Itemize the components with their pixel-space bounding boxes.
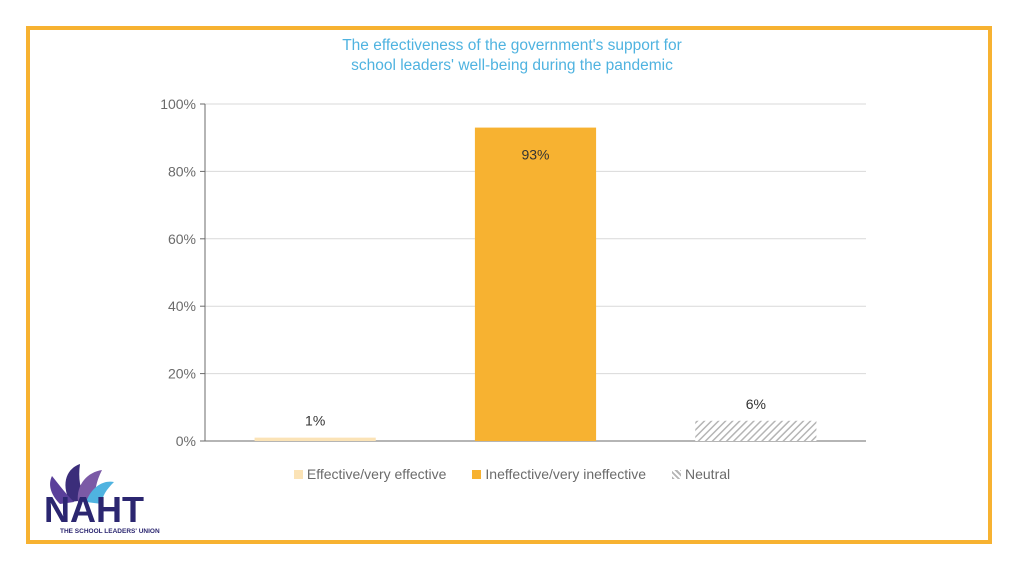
y-tick-label: 60% — [168, 231, 196, 247]
legend-item-neutral: Neutral — [672, 466, 730, 482]
legend-item-ineffective: Ineffective/very ineffective — [472, 466, 646, 482]
bar-ineffective — [474, 127, 597, 441]
y-tick-label: 80% — [168, 163, 196, 179]
data-labels: 1% 93% 6% — [305, 147, 766, 429]
logo-tagline: THE SCHOOL LEADERS' UNION — [60, 528, 160, 535]
legend-label-neutral: Neutral — [685, 466, 731, 482]
chart-title-line-1: The effectiveness of the government's su… — [342, 37, 682, 54]
legend: Effective/very effective Ineffective/ver… — [0, 466, 1024, 482]
legend-swatch-ineffective — [472, 469, 482, 479]
chart-title: The effectiveness of the government's su… — [0, 36, 1024, 76]
legend-swatch-effective — [293, 469, 303, 479]
data-label: 1% — [305, 413, 325, 429]
naht-logo: NAHT THE SCHOOL LEADERS' UNION — [44, 464, 160, 535]
logo-wordmark: NAHT — [44, 489, 144, 530]
legend-label-ineffective: Ineffective/very ineffective — [485, 466, 646, 482]
y-tick-label: 40% — [168, 298, 196, 314]
legend-swatch-neutral — [672, 469, 681, 479]
y-axis: 0% 20% 40% 60% 80% 100% — [160, 96, 206, 449]
logo-petals-icon — [50, 464, 114, 504]
data-label: 6% — [746, 396, 766, 412]
legend-label-effective: Effective/very effective — [306, 466, 447, 482]
y-tick-label: 20% — [168, 366, 196, 382]
legend-item-effective: Effective/very effective — [293, 466, 447, 482]
chart-title-line-2: school leaders' well-being during the pa… — [351, 57, 673, 74]
bar-effective — [254, 437, 376, 441]
bars — [254, 127, 817, 441]
bar-neutral — [695, 420, 817, 441]
y-tick-label: 0% — [176, 433, 196, 449]
y-tick-label: 100% — [160, 96, 196, 112]
data-label: 93% — [521, 147, 549, 163]
